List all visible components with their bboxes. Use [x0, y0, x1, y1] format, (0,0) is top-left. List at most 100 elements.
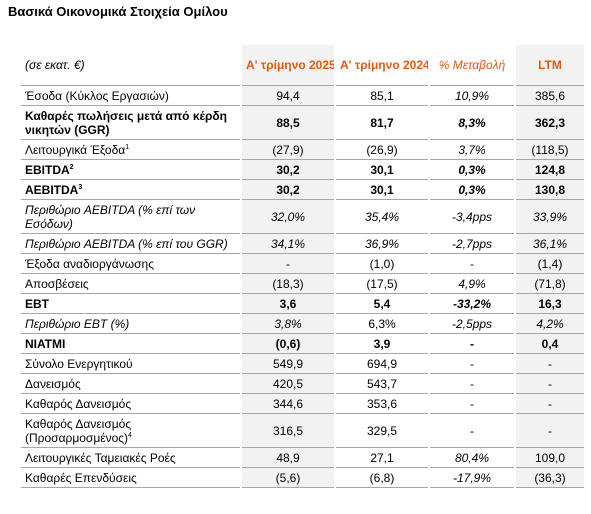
- row-label-text: Λειτουργικές Ταμειακές Ροές: [25, 450, 176, 465]
- cell-ltm: 33,9%: [516, 199, 584, 234]
- cell-q1-2025: 30,2: [242, 179, 334, 200]
- cell-q1-2025: 48,9: [242, 447, 334, 468]
- row-label: Λειτουργικές Ταμειακές Ροές: [21, 447, 240, 468]
- cell-ltm: 362,3: [516, 105, 584, 140]
- unit-label: (σε εκατ. €): [21, 45, 240, 86]
- cell-change: 0,3%: [430, 179, 514, 200]
- cell-ltm: -: [516, 393, 584, 414]
- row-label-text: AEBITDA: [25, 182, 79, 197]
- cell-q1-2024: 85,1: [336, 85, 428, 106]
- row-label: ΝΙΑΤΜΙ: [21, 333, 240, 354]
- footnote-marker: 4: [128, 431, 132, 439]
- cell-change: 8,3%: [430, 105, 514, 140]
- cell-change: 4,9%: [430, 273, 514, 294]
- cell-q1-2025: 94,4: [242, 85, 334, 106]
- cell-ltm: -: [516, 413, 584, 448]
- cell-q1-2024: 353,6: [336, 393, 428, 414]
- page-title: Βασικά Οικονομικά Στοιχεία Ομίλου: [8, 4, 228, 19]
- cell-ltm: 385,6: [516, 85, 584, 106]
- cell-ltm: -: [516, 353, 584, 374]
- row-label: Έσοδα (Κύκλος Εργασιών): [21, 85, 240, 106]
- footnote-marker: 1: [125, 143, 130, 151]
- cell-ltm: 36,1%: [516, 233, 584, 254]
- table-row: Σύνολο Ενεργητικού 549,9 694,9- -: [21, 353, 584, 374]
- row-label-text: Έξοδα αναδιοργάνωσης: [25, 256, 154, 271]
- table-row: AEBITDA3 30,2 30,1 0,3% 130,8: [21, 179, 584, 200]
- cell-change: -17,9%: [430, 467, 514, 488]
- row-label-text: Περιθώριο EBT (%): [25, 316, 130, 331]
- cell-ltm: 0,4: [516, 333, 584, 354]
- row-label-text: Αποσβέσεις: [25, 276, 89, 291]
- row-label-text: Έσοδα (Κύκλος Εργασιών): [25, 88, 169, 103]
- cell-q1-2025: 3,6: [242, 293, 334, 314]
- cell-q1-2024: 81,7: [336, 105, 428, 140]
- row-label-text: Περιθώριο AEBITDA (% επί των Εσόδων): [25, 202, 196, 231]
- cell-q1-2024: 694,9: [336, 353, 428, 374]
- row-label: Δανεισμός: [21, 373, 240, 394]
- row-label-text: Καθαρός Δανεισμός (Προσαρμοσμένος): [25, 416, 132, 445]
- cell-q1-2025: (27,9): [242, 139, 334, 160]
- cell-change: -: [430, 353, 514, 374]
- cell-change: -: [430, 373, 514, 394]
- table-row: EBITDA2 30,2 30,1 0,3% 124,8: [21, 159, 584, 180]
- cell-change: -2,7pps: [430, 233, 514, 254]
- cell-change: 3,7%: [430, 139, 514, 160]
- col-header-change: % Μεταβολή: [430, 45, 514, 86]
- row-label: Καθαρές πωλήσεις μετά από κέρδη νικητών …: [21, 105, 240, 140]
- table-row: Λειτουργικές Ταμειακές Ροές 48,9 27,1 80,4%…: [21, 447, 584, 468]
- cell-q1-2025: 316,5: [242, 413, 334, 448]
- cell-q1-2025: 34,1%: [242, 233, 334, 254]
- col-header-q1-2025: Α' τρίμηνο 2025: [242, 45, 334, 86]
- cell-ltm: 4,2%: [516, 313, 584, 334]
- cell-ltm: (1,4): [516, 253, 584, 274]
- table-row: Λειτουργικά Έξοδα1 (27,9) (26,9) 3,7% (118,5…: [21, 139, 584, 160]
- col-header-q1-2024: Α' τρίμηνο 2024: [336, 45, 428, 86]
- cell-q1-2024: 30,1: [336, 179, 428, 200]
- table-row: Καθαρές Επενδύσεις (5,6) (6,8) -17,9% (36,3): [21, 467, 584, 488]
- row-label: Καθαρός Δανεισμός: [21, 393, 240, 414]
- row-label: Καθαρός Δανεισμός (Προσαρμοσμένος)4: [21, 413, 240, 448]
- cell-q1-2025: 30,2: [242, 159, 334, 180]
- cell-q1-2024: (26,9): [336, 139, 428, 160]
- row-label: AEBITDA3: [21, 179, 240, 200]
- cell-ltm: (36,3): [516, 467, 584, 488]
- cell-q1-2024: 36,9%: [336, 233, 428, 254]
- cell-change: -: [430, 253, 514, 274]
- cell-change: 0,3%: [430, 159, 514, 180]
- row-label-text: Καθαρές πωλήσεις μετά από κέρδη νικητών …: [25, 108, 227, 137]
- col-header-ltm: LTM: [516, 45, 584, 86]
- table-row: Περιθώριο AEBITDA (% επί των Εσόδων) 32,0…: [21, 199, 584, 234]
- cell-change: -: [430, 393, 514, 414]
- row-label-text: Σύνολο Ενεργητικού: [25, 356, 133, 371]
- cell-ltm: 109,0: [516, 447, 584, 468]
- row-label: EBITDA2: [21, 159, 240, 180]
- cell-q1-2024: 543,7: [336, 373, 428, 394]
- cell-q1-2025: 420,5: [242, 373, 334, 394]
- cell-q1-2024: 329,5: [336, 413, 428, 448]
- row-label: Περιθώριο AEBITDA (% επί των Εσόδων): [21, 199, 240, 234]
- cell-q1-2024: (6,8): [336, 467, 428, 488]
- table-row: EBT 3,6 5,4 -33,2% 16,3: [21, 293, 584, 314]
- cell-q1-2025: (0,6): [242, 333, 334, 354]
- cell-q1-2024: (1,0): [336, 253, 428, 274]
- cell-q1-2024: 6,3%: [336, 313, 428, 334]
- cell-q1-2024: 5,4: [336, 293, 428, 314]
- row-label: Περιθώριο EBT (%): [21, 313, 240, 334]
- row-label-text: Δανεισμός: [25, 376, 81, 391]
- cell-ltm: (118,5): [516, 139, 584, 160]
- table-row: Περιθώριο EBT (%) 3,8% 6,3% -2,5pps 4,2%: [21, 313, 584, 334]
- cell-q1-2025: -: [242, 253, 334, 274]
- cell-q1-2025: (18,3): [242, 273, 334, 294]
- row-label: Σύνολο Ενεργητικού: [21, 353, 240, 374]
- table-row: Έσοδα (Κύκλος Εργασιών) 94,4 85,1 10,9% 385,…: [21, 85, 584, 106]
- row-label: Αποσβέσεις: [21, 273, 240, 294]
- row-label: EBT: [21, 293, 240, 314]
- cell-ltm: 130,8: [516, 179, 584, 200]
- cell-q1-2025: (5,6): [242, 467, 334, 488]
- table-row: ΝΙΑΤΜΙ (0,6) 3,9-0,4: [21, 333, 584, 354]
- cell-change: 80,4%: [430, 447, 514, 468]
- table-row: Δανεισμός 420,5 543,7- -: [21, 373, 584, 394]
- cell-q1-2025: 344,6: [242, 393, 334, 414]
- cell-change: -33,2%: [430, 293, 514, 314]
- cell-q1-2024: (17,5): [336, 273, 428, 294]
